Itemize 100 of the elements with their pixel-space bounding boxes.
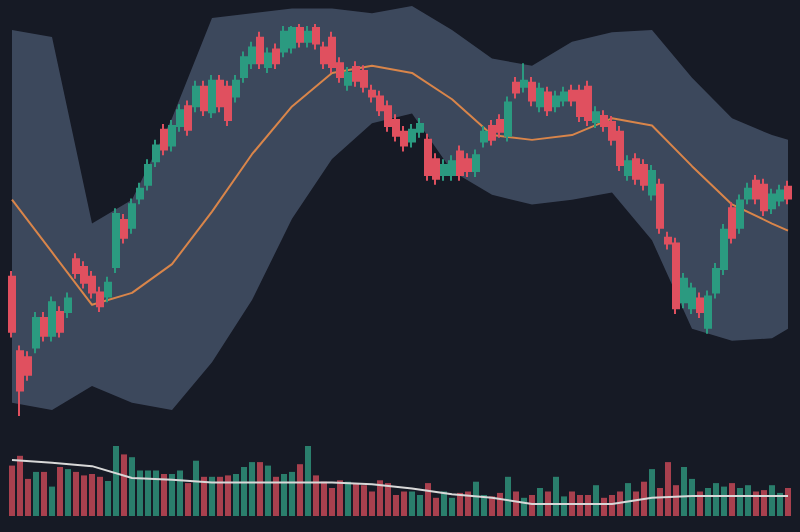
candlestick [192, 79, 200, 114]
candlestick [344, 66, 352, 92]
candlestick [48, 295, 56, 343]
bar [473, 481, 479, 516]
bar [769, 485, 775, 516]
bar [153, 470, 159, 516]
bar [513, 491, 519, 516]
candlestick [288, 24, 296, 55]
candlestick [160, 122, 168, 157]
bar [33, 471, 39, 516]
bar [353, 483, 359, 516]
candlestick [536, 81, 544, 114]
candlestick [728, 201, 736, 245]
candlestick [456, 144, 464, 182]
bar [761, 490, 767, 516]
candlestick [32, 311, 40, 355]
candlestick [424, 132, 432, 182]
candlestick [352, 60, 360, 88]
candlestick [408, 122, 416, 149]
bar [73, 471, 79, 516]
bar [529, 495, 535, 516]
bar [217, 476, 223, 516]
candlestick [528, 75, 536, 108]
bar [425, 483, 431, 516]
candlestick [680, 271, 688, 310]
candlestick [520, 62, 528, 94]
bar [225, 475, 231, 516]
candlestick [200, 79, 208, 118]
candlestick [104, 275, 112, 304]
bar [553, 476, 559, 516]
bar [121, 454, 127, 516]
candlestick [776, 183, 784, 208]
bar [577, 495, 583, 516]
bar [737, 488, 743, 516]
bar [337, 480, 343, 516]
bar [161, 474, 167, 516]
bar [377, 480, 383, 516]
bar [505, 476, 511, 516]
candlestick [440, 158, 448, 182]
bar [785, 488, 791, 516]
candlestick [504, 95, 512, 143]
bar [593, 485, 599, 516]
bar [241, 467, 247, 516]
bar [129, 457, 135, 516]
candlestick [8, 269, 16, 339]
candlestick [112, 207, 120, 274]
bar [721, 486, 727, 516]
candlestick [480, 124, 488, 149]
bar [81, 475, 87, 516]
bar [193, 460, 199, 516]
bar [329, 488, 335, 516]
bar [257, 462, 263, 516]
candlestick [280, 24, 288, 59]
bar [289, 471, 295, 516]
candlestick [632, 152, 640, 186]
candlestick [560, 85, 568, 108]
candlestick [264, 46, 272, 74]
bar [97, 476, 103, 516]
bar [145, 470, 151, 516]
bar [681, 467, 687, 516]
candlestick [360, 64, 368, 94]
bar [753, 491, 759, 516]
candlestick [768, 187, 776, 216]
candlestick [576, 83, 584, 123]
bar [233, 474, 239, 516]
bar [449, 497, 455, 516]
bar [697, 491, 703, 516]
candlestick [120, 213, 128, 245]
bar [745, 485, 751, 516]
candlestick [648, 164, 656, 202]
bar [609, 495, 615, 516]
bar [385, 483, 391, 516]
bar [201, 476, 207, 516]
bar [313, 475, 319, 516]
bar [665, 462, 671, 516]
candlestick [496, 113, 504, 139]
candlestick [488, 119, 496, 147]
bar [705, 488, 711, 516]
candlestick [256, 30, 264, 71]
bar [297, 464, 303, 516]
candlestick [544, 85, 552, 118]
bar [113, 446, 119, 516]
bar [65, 469, 71, 516]
candlestick [760, 177, 768, 218]
bar [209, 476, 215, 516]
bar [569, 491, 575, 516]
bar [89, 474, 95, 516]
bar [441, 491, 447, 516]
bar [729, 483, 735, 516]
bar [585, 495, 591, 516]
candlestick [184, 99, 192, 137]
bar [185, 483, 191, 516]
bar [409, 491, 415, 516]
candlestick [208, 73, 216, 120]
candlestick [224, 79, 232, 127]
candlestick [696, 291, 704, 319]
bar [305, 446, 311, 516]
bar [617, 491, 623, 516]
candlestick [584, 79, 592, 127]
candlestick [616, 124, 624, 172]
